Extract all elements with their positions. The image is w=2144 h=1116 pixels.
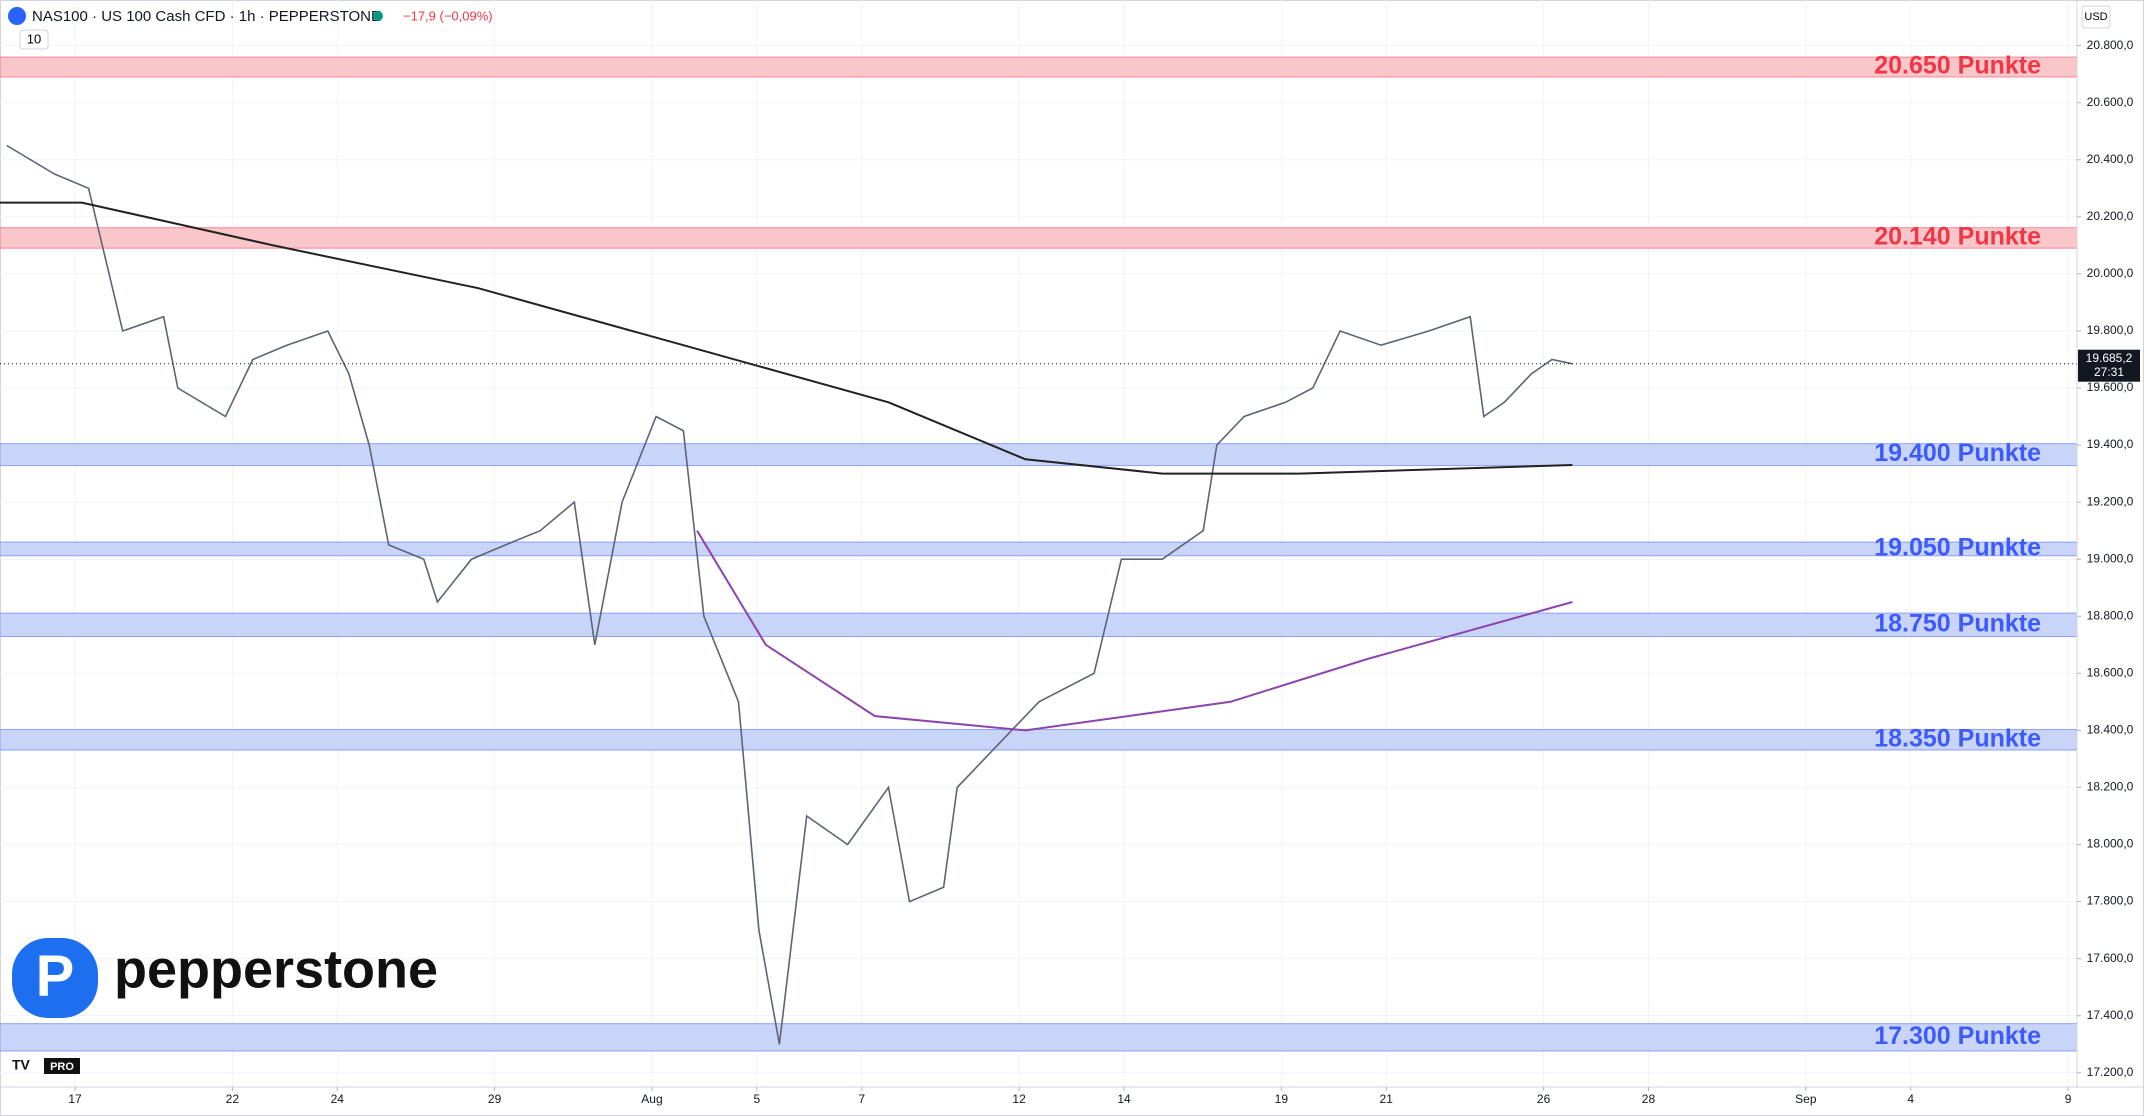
y-tick-label: 20.000,0 (2087, 266, 2134, 280)
zone (0, 612, 2078, 638)
y-tick-label: 19.400,0 (2087, 437, 2134, 451)
x-tick-label: 21 (1380, 1092, 1394, 1106)
x-tick-label: 7 (858, 1092, 865, 1106)
zone-label: 18.350 Punkte (1874, 724, 2041, 752)
x-tick-label: 5 (754, 1092, 761, 1106)
zone (0, 1023, 2078, 1052)
zone-label: 20.650 Punkte (1874, 52, 2041, 80)
series-line (0, 201, 1573, 475)
y-tick-label: 20.600,0 (2087, 95, 2134, 109)
y-tick-label: 17.800,0 (2087, 894, 2134, 908)
x-tick-label: 29 (488, 1092, 502, 1106)
y-tick-label: 18.600,0 (2087, 665, 2134, 679)
symbol-icon (8, 7, 26, 25)
indicator-box[interactable] (19, 29, 49, 50)
y-tick-label: 18.400,0 (2087, 723, 2134, 737)
x-tick-label: 9 (2065, 1092, 2072, 1106)
x-tick-label: 19 (1275, 1092, 1289, 1106)
y-tick-label: 20.200,0 (2087, 209, 2134, 223)
pro-text: PRO (50, 1061, 74, 1073)
y-tick-label: 20.400,0 (2087, 152, 2134, 166)
zone (0, 56, 2078, 78)
x-tick-label: 24 (331, 1092, 345, 1106)
x-tick-label: 4 (1907, 1092, 1914, 1106)
x-tick-label: Aug (641, 1092, 662, 1106)
pro-badge (44, 1058, 80, 1074)
market-status (373, 11, 383, 21)
y-tick-label: 19.600,0 (2087, 380, 2134, 394)
y-tick-label: 19.800,0 (2087, 323, 2134, 337)
x-tick-label: 14 (1117, 1092, 1131, 1106)
zone (0, 729, 2078, 751)
y-tick-label: 19.200,0 (2087, 494, 2134, 508)
last-price-tag (2078, 349, 2140, 382)
zone-label: 18.750 Punkte (1874, 609, 2041, 637)
x-tick-label: 12 (1012, 1092, 1026, 1106)
currency-button[interactable] (2081, 5, 2111, 29)
y-tick-label: 18.200,0 (2087, 780, 2134, 794)
tv-mark: TV (12, 1057, 31, 1073)
logo: P pepperstone (12, 938, 438, 1018)
countdown: 27:31 (2094, 365, 2124, 379)
logo-letter: P (36, 943, 75, 1008)
symbol-title[interactable]: NAS100 · US 100 Cash CFD · 1h · PEPPERST… (32, 8, 381, 25)
zone-label: 17.300 Punkte (1874, 1022, 2041, 1050)
zone (0, 443, 2078, 467)
logo-mark (12, 938, 98, 1018)
price-change: −17,9 (−0,09%) (403, 8, 493, 23)
currency: USD (2084, 11, 2107, 23)
zone-label: 19.400 Punkte (1874, 439, 2041, 467)
plot-area (0, 0, 2078, 1087)
zone (0, 541, 2078, 557)
y-tick-label: 19.000,0 (2087, 551, 2134, 565)
last-price-label: 19.685,2 (2086, 351, 2133, 365)
zone (0, 227, 2078, 249)
zone-label: 20.140 Punkte (1874, 223, 2041, 251)
series-line (6, 144, 1573, 1045)
series-line (696, 530, 1573, 732)
x-tick-label: 26 (1537, 1092, 1551, 1106)
x-tick-label: 22 (226, 1092, 240, 1106)
y-tick-label: 20.800,0 (2087, 38, 2134, 52)
zone-label: 19.050 Punkte (1874, 534, 2041, 562)
y-tick-label: 18.000,0 (2087, 837, 2134, 851)
indicator-value: 10 (27, 31, 41, 46)
y-tick-label: 18.800,0 (2087, 608, 2134, 622)
x-tick-label: Sep (1795, 1092, 1817, 1106)
x-tick-label: 28 (1642, 1092, 1656, 1106)
y-tick-label: 17.200,0 (2087, 1065, 2134, 1079)
logo-text: pepperstone (114, 939, 438, 999)
y-tick-label: 17.400,0 (2087, 1008, 2134, 1022)
x-tick-label: 17 (68, 1092, 82, 1106)
y-tick-label: 17.600,0 (2087, 951, 2134, 965)
